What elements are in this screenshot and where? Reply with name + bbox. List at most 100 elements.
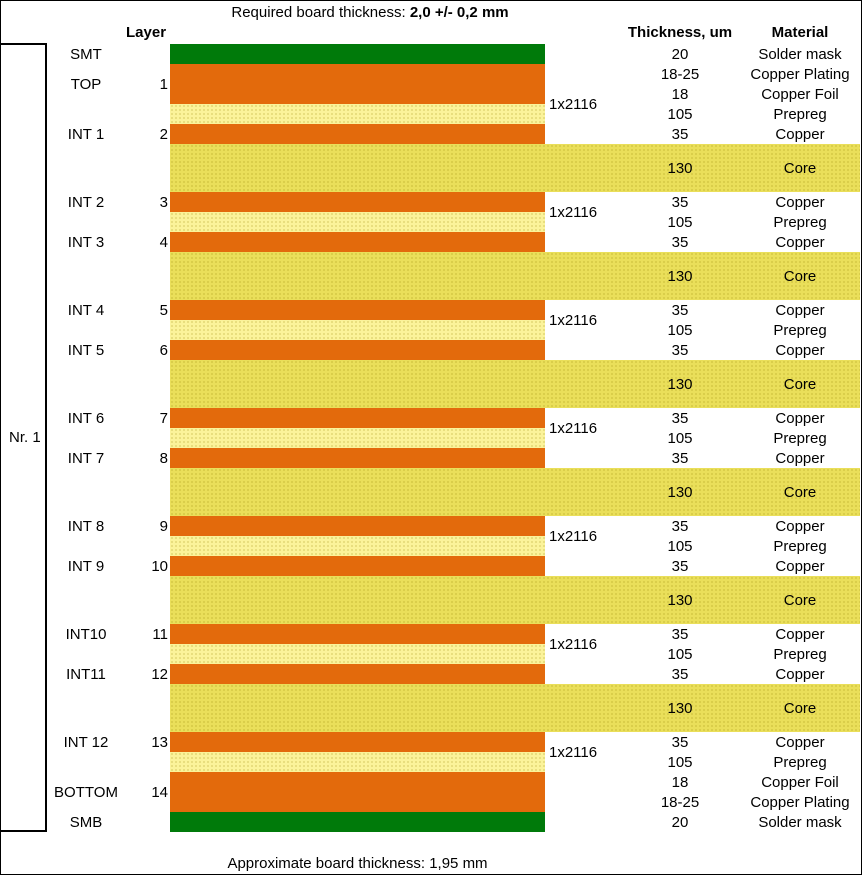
copper-swatch [170,84,545,104]
layer-material: Copper [775,666,825,683]
copper-swatch [170,516,545,536]
core-band [170,252,860,300]
layer-name: INT 3 [67,234,105,251]
layer-material: Copper [775,342,825,359]
layer-number: 9 [159,518,168,535]
prepreg-spec-label: 1x2116 [549,96,598,113]
layer-material: Solder mask [758,46,842,63]
prepreg-spec-label: 1x2116 [549,312,598,329]
prepreg-swatch [170,644,545,664]
layer-material: Copper [775,302,825,319]
layer-name: INT 4 [67,302,105,319]
layer-name: INT 1 [67,126,105,143]
layer-thickness: 105 [667,322,693,339]
layer-material: Copper [775,626,825,643]
prepreg-swatch [170,320,545,340]
layer-number: 4 [159,234,168,251]
layer-thickness: 18-25 [660,66,700,83]
layer-name: INT 9 [67,558,105,575]
copper-swatch [170,408,545,428]
layer-material: Prepreg [773,430,827,447]
layer-material: Copper [775,410,825,427]
layer-thickness: 105 [667,214,693,231]
layer-name: INT 2 [67,194,105,211]
layer-name: INT 7 [67,450,105,467]
copper-swatch [170,556,545,576]
layer-name: INT 12 [63,734,109,751]
layer-thickness: 35 [671,234,689,251]
copper-swatch [170,64,545,84]
layer-thickness: 35 [671,126,689,143]
copper-swatch [170,340,545,360]
layer-thickness: 130 [667,376,693,393]
layer-number: 2 [159,126,168,143]
copper-swatch [170,232,545,252]
layer-material: Copper Plating [750,66,850,83]
layer-number: 13 [151,734,168,751]
copper-swatch [170,664,545,684]
layer-material: Core [783,376,817,393]
layer-material: Copper [775,518,825,535]
layer-material: Prepreg [773,322,827,339]
copper-swatch [170,300,545,320]
layer-material: Copper [775,194,825,211]
copper-swatch [170,732,545,752]
material-column-header: Material [771,24,829,41]
layer-name: INT 8 [67,518,105,535]
layer-thickness: 105 [667,538,693,555]
layer-name: INT 6 [67,410,105,427]
layer-material: Copper [775,126,825,143]
prepreg-spec-label: 1x2116 [549,528,598,545]
solder-mask-swatch [170,44,545,64]
layer-thickness: 105 [667,106,693,123]
stack-bracket [0,43,47,832]
layer-thickness: 130 [667,268,693,285]
core-band [170,360,860,408]
prepreg-spec-label: 1x2116 [549,204,598,221]
core-band [170,468,860,516]
layer-material: Core [783,592,817,609]
copper-swatch [170,124,545,144]
copper-swatch [170,772,545,792]
layer-number: 3 [159,194,168,211]
layer-material: Copper [775,558,825,575]
stack-label: Nr. 1 [9,429,41,446]
prepreg-swatch [170,536,545,556]
solder-mask-swatch [170,812,545,832]
layer-material: Copper [775,234,825,251]
layer-thickness: 18 [671,86,689,103]
prepreg-spec-label: 1x2116 [549,744,598,761]
layer-thickness: 105 [667,646,693,663]
layer-number: 14 [151,784,168,801]
layer-number: 10 [151,558,168,575]
layer-name: SMB [69,814,103,831]
layer-material: Core [783,160,817,177]
layer-name: INT 5 [67,342,105,359]
layer-number: 8 [159,450,168,467]
prepreg-swatch [170,752,545,772]
layer-thickness: 35 [671,450,689,467]
layer-material: Core [783,268,817,285]
layer-material: Prepreg [773,754,827,771]
layer-name: INT11 [66,666,106,683]
core-band [170,684,860,732]
layer-number: 7 [159,410,168,427]
layer-thickness: 18 [671,774,689,791]
required-thickness-label: Required board thickness: [231,4,406,21]
layer-material: Copper [775,450,825,467]
copper-swatch [170,624,545,644]
layer-thickness: 18-25 [660,794,700,811]
layer-thickness: 35 [671,666,689,683]
layer-material: Prepreg [773,106,827,123]
layer-name: TOP [70,76,102,93]
layer-thickness: 130 [667,484,693,501]
layer-thickness: 35 [671,302,689,319]
layer-material: Prepreg [773,646,827,663]
layer-thickness: 20 [671,814,689,831]
layer-number: 1 [159,76,168,93]
layer-material: Solder mask [758,814,842,831]
layer-column-header: Layer [126,24,167,41]
layer-thickness: 130 [667,700,693,717]
layer-number: 11 [152,626,168,643]
layer-material: Prepreg [773,214,827,231]
